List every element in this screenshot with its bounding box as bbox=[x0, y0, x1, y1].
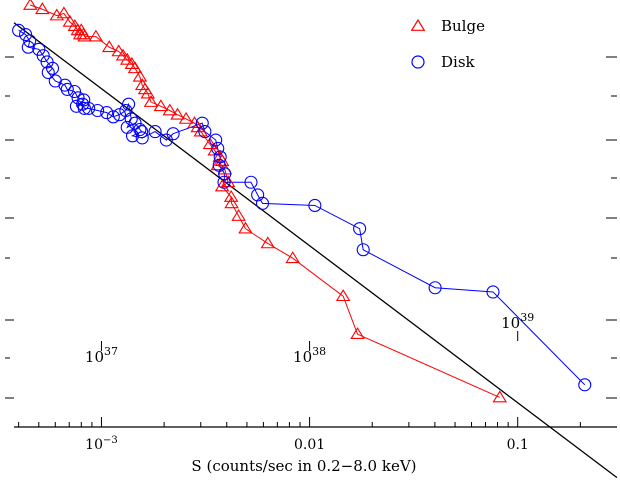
point-disk-24 bbox=[122, 97, 136, 111]
point-bulge-34 bbox=[210, 158, 226, 171]
point-bulge-44 bbox=[335, 289, 351, 302]
point-bulge-10 bbox=[77, 29, 92, 42]
point-bulge-25 bbox=[170, 107, 185, 120]
point-bulge-40 bbox=[231, 208, 246, 221]
point-disk-3 bbox=[21, 40, 35, 54]
point-disk-48 bbox=[356, 243, 370, 257]
point-disk-22 bbox=[112, 108, 126, 122]
luminosity-annotations: 1037 1038 1039 bbox=[85, 311, 534, 366]
point-disk-31 bbox=[135, 131, 149, 145]
point-bulge-23 bbox=[153, 99, 169, 112]
point-disk-45 bbox=[255, 196, 270, 210]
point-disk-20 bbox=[100, 106, 114, 120]
point-disk-42 bbox=[217, 175, 231, 189]
point-disk-50 bbox=[486, 285, 500, 299]
point-bulge-12 bbox=[101, 40, 117, 53]
point-disk-43 bbox=[244, 175, 258, 189]
legend-disk-label: Disk bbox=[441, 53, 476, 71]
point-bulge-3 bbox=[56, 6, 72, 19]
point-disk-34 bbox=[166, 127, 180, 141]
point-disk-44 bbox=[251, 188, 265, 202]
axis-ticks bbox=[5, 56, 617, 427]
legend-disk-circle-icon bbox=[411, 55, 425, 69]
legend: Bulge Disk bbox=[410, 17, 485, 71]
reference-line bbox=[13, 22, 618, 479]
point-bulge-38 bbox=[223, 189, 239, 202]
point-disk-38 bbox=[211, 141, 225, 156]
point-disk-15 bbox=[69, 99, 83, 113]
point-disk-39 bbox=[213, 150, 227, 164]
x-tick-label-1e-3: 10−3 bbox=[85, 435, 118, 453]
legend-bulge-label: Bulge bbox=[441, 17, 485, 35]
point-disk-51 bbox=[578, 378, 592, 392]
x-tick-labels: 10−3 0.01 0.1 bbox=[85, 435, 529, 453]
x-tick-label-0.1: 0.1 bbox=[507, 437, 529, 453]
point-disk-21 bbox=[106, 110, 120, 124]
point-disk-36 bbox=[198, 125, 212, 139]
point-disk-12 bbox=[67, 84, 82, 99]
legend-bulge-triangle-icon bbox=[410, 18, 426, 31]
point-bulge-24 bbox=[162, 103, 178, 116]
series-line-disk bbox=[18, 29, 586, 386]
luminosity-label-1e38: 1038 bbox=[293, 345, 326, 366]
point-disk-47 bbox=[353, 222, 367, 236]
point-disk-25 bbox=[124, 112, 138, 126]
point-bulge-39 bbox=[224, 196, 239, 209]
luminosity-label-1e37: 1037 bbox=[85, 345, 118, 366]
point-disk-5 bbox=[36, 49, 50, 63]
point-disk-37 bbox=[209, 133, 223, 147]
point-disk-29 bbox=[135, 125, 149, 139]
x-tick-label-0.01: 0.01 bbox=[294, 437, 325, 453]
point-disk-8 bbox=[41, 65, 55, 80]
point-bulge-4 bbox=[62, 14, 78, 27]
point-bulge-1 bbox=[35, 2, 50, 15]
series-markers bbox=[12, 0, 592, 403]
point-disk-0 bbox=[12, 23, 26, 37]
point-bulge-22 bbox=[143, 95, 159, 107]
point-disk-17 bbox=[77, 101, 91, 115]
point-disk-49 bbox=[428, 281, 442, 295]
point-disk-30 bbox=[125, 129, 140, 143]
point-disk-32 bbox=[148, 125, 162, 139]
point-bulge-0 bbox=[23, 0, 38, 10]
point-bulge-17 bbox=[127, 61, 143, 74]
x-axis-label: S (counts/sec in 0.2−8.0 keV) bbox=[191, 457, 416, 475]
point-bulge-41 bbox=[238, 221, 253, 234]
point-bulge-45 bbox=[350, 327, 365, 340]
point-bulge-13 bbox=[111, 44, 126, 57]
point-bulge-21 bbox=[140, 86, 156, 99]
point-disk-7 bbox=[45, 61, 60, 75]
point-bulge-30 bbox=[202, 137, 218, 150]
point-bulge-42 bbox=[260, 236, 276, 249]
point-disk-46 bbox=[308, 198, 322, 212]
point-bulge-18 bbox=[132, 69, 148, 82]
point-disk-2 bbox=[23, 34, 37, 48]
point-disk-1 bbox=[19, 27, 33, 42]
point-disk-11 bbox=[60, 82, 74, 96]
point-bulge-43 bbox=[285, 251, 301, 264]
point-disk-35 bbox=[195, 116, 209, 130]
point-bulge-46 bbox=[492, 390, 508, 403]
point-disk-18 bbox=[82, 101, 96, 115]
point-bulge-15 bbox=[119, 52, 135, 65]
luminosity-label-1e39: 1039 bbox=[501, 311, 534, 332]
point-disk-41 bbox=[218, 167, 232, 181]
point-disk-19 bbox=[91, 103, 105, 118]
point-bulge-26 bbox=[178, 111, 194, 124]
series-line-bulge bbox=[30, 4, 500, 398]
point-bulge-11 bbox=[88, 29, 104, 42]
series-lines bbox=[18, 4, 586, 398]
